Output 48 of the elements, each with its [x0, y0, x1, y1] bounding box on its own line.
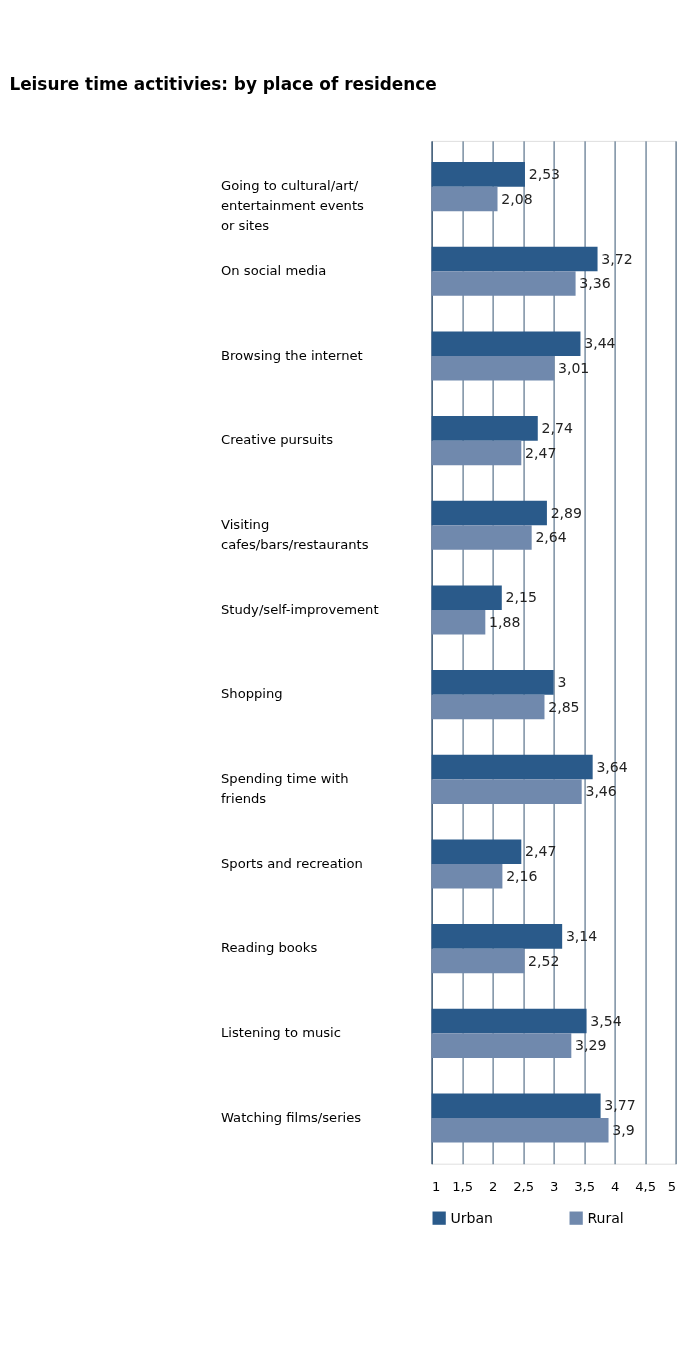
y-tick-label: Study/self-improvement	[220, 601, 379, 617]
x-tick-label: 3,5	[574, 1179, 596, 1195]
data-label: 2,64	[535, 529, 567, 546]
data-label: 3,44	[584, 335, 616, 352]
y-tick-label: Shopping	[220, 686, 283, 702]
x-tick-label: 5	[667, 1179, 677, 1195]
data-label: 3,77	[604, 1097, 636, 1114]
y-tick-label: Spending time with friends	[220, 771, 349, 806]
x-tick-label: 4	[610, 1179, 620, 1195]
data-label: 2,53	[528, 166, 561, 183]
y-tick-label: Creative pursuits	[220, 432, 334, 448]
data-label: 3,54	[590, 1012, 622, 1029]
data-label: 3,36	[579, 275, 611, 292]
data-label: 3,64	[596, 758, 628, 775]
data-label: 2,47	[525, 843, 557, 860]
data-label: 2,47	[525, 444, 557, 461]
data-label: 1,88	[489, 613, 521, 630]
x-tick-label: 2,5	[513, 1179, 535, 1195]
y-tick-label: Listening to music	[220, 1025, 341, 1041]
data-label: 3,01	[557, 359, 590, 376]
y-tick-label: On social media	[220, 263, 327, 279]
data-label: 2,08	[501, 190, 533, 207]
data-label: 2,74	[541, 420, 573, 437]
data-label: 3	[557, 674, 567, 691]
y-tick-label: Going to cultural/art/entertainment events or sites	[220, 178, 365, 233]
data-label: 3,46	[585, 783, 617, 800]
x-tick-label: 3	[549, 1179, 559, 1195]
data-label: 2,89	[550, 504, 582, 521]
y-tick-label: Reading books	[220, 940, 318, 956]
y-tick-label: Sports and recreation	[220, 855, 363, 871]
x-tick-label: 2	[488, 1179, 498, 1195]
data-label: 2,15	[505, 589, 537, 606]
data-label: 3,72	[601, 250, 633, 267]
legend-label: Urban	[450, 1209, 493, 1226]
x-tick-label: 1,5	[452, 1179, 474, 1195]
y-tick-label: Browsing the internet	[220, 347, 363, 363]
text: Leisure time actitivies: by place of residence	[9, 74, 437, 95]
data-label: 2,85	[548, 698, 580, 715]
x-tick-label: 4,5	[635, 1179, 657, 1195]
legend-label: Rural	[587, 1209, 624, 1226]
y-tick-label: Watching films/series	[220, 1109, 362, 1125]
data-label: 2,16	[506, 867, 538, 884]
x-tick-label: 1	[432, 1179, 441, 1195]
data-label: 3,14	[565, 928, 598, 945]
data-label: 3,29	[575, 1037, 607, 1054]
y-tick-label: Visiting cafes/bars/restaurants	[220, 517, 369, 552]
data-label: 3,9	[612, 1121, 635, 1138]
data-label: 2,52	[528, 952, 560, 969]
